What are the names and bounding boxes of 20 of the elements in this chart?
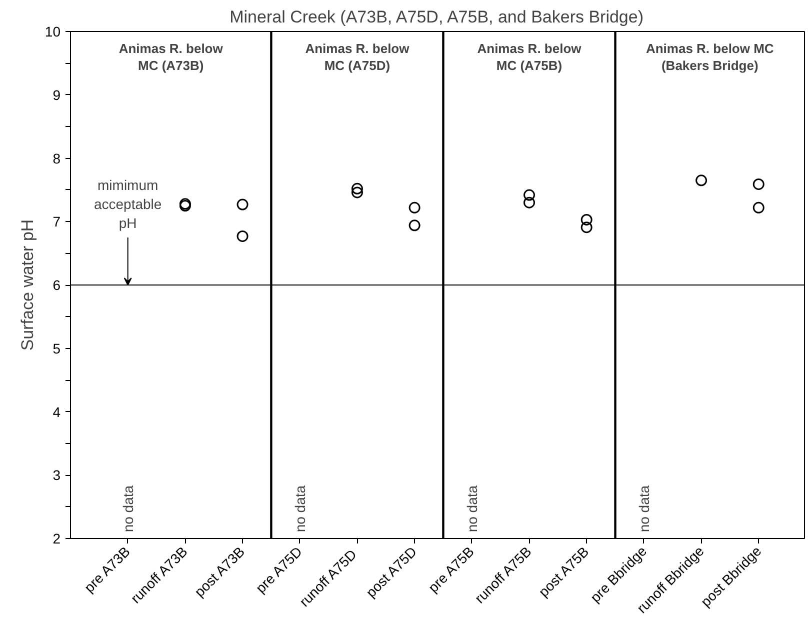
y-tick-label: 4 <box>52 404 61 420</box>
y-tick-label: 10 <box>44 24 61 40</box>
y-axis-title: Surface water pH <box>18 219 37 351</box>
annotation: no data <box>464 485 480 532</box>
annotation: Animas R. below MC (Bakers Bridge) <box>646 41 774 74</box>
annotation: no data <box>292 485 308 532</box>
y-tick-label: 8 <box>52 150 61 166</box>
y-tick-label: 7 <box>52 214 61 230</box>
y-tick-label: 9 <box>52 86 61 103</box>
legend-label: mimimum acceptable pH <box>94 177 162 232</box>
y-tick-label: 2 <box>52 530 61 546</box>
annotation: Animas R. below MC (A75D) <box>305 41 410 74</box>
chart-title: Mineral Creek (A73B, A75D, A75B, and Bakers Bridge) <box>230 8 644 26</box>
annotation: Animas R. below MC (A73B) <box>118 41 224 74</box>
y-tick-label: 5 <box>52 340 61 356</box>
annotation: no data <box>636 485 652 532</box>
y-tick-label: 3 <box>52 467 61 484</box>
y-tick-label: 6 <box>52 277 61 293</box>
annotation: no data <box>120 485 136 532</box>
annotation: Animas R. below MC (A75B) <box>477 41 582 74</box>
